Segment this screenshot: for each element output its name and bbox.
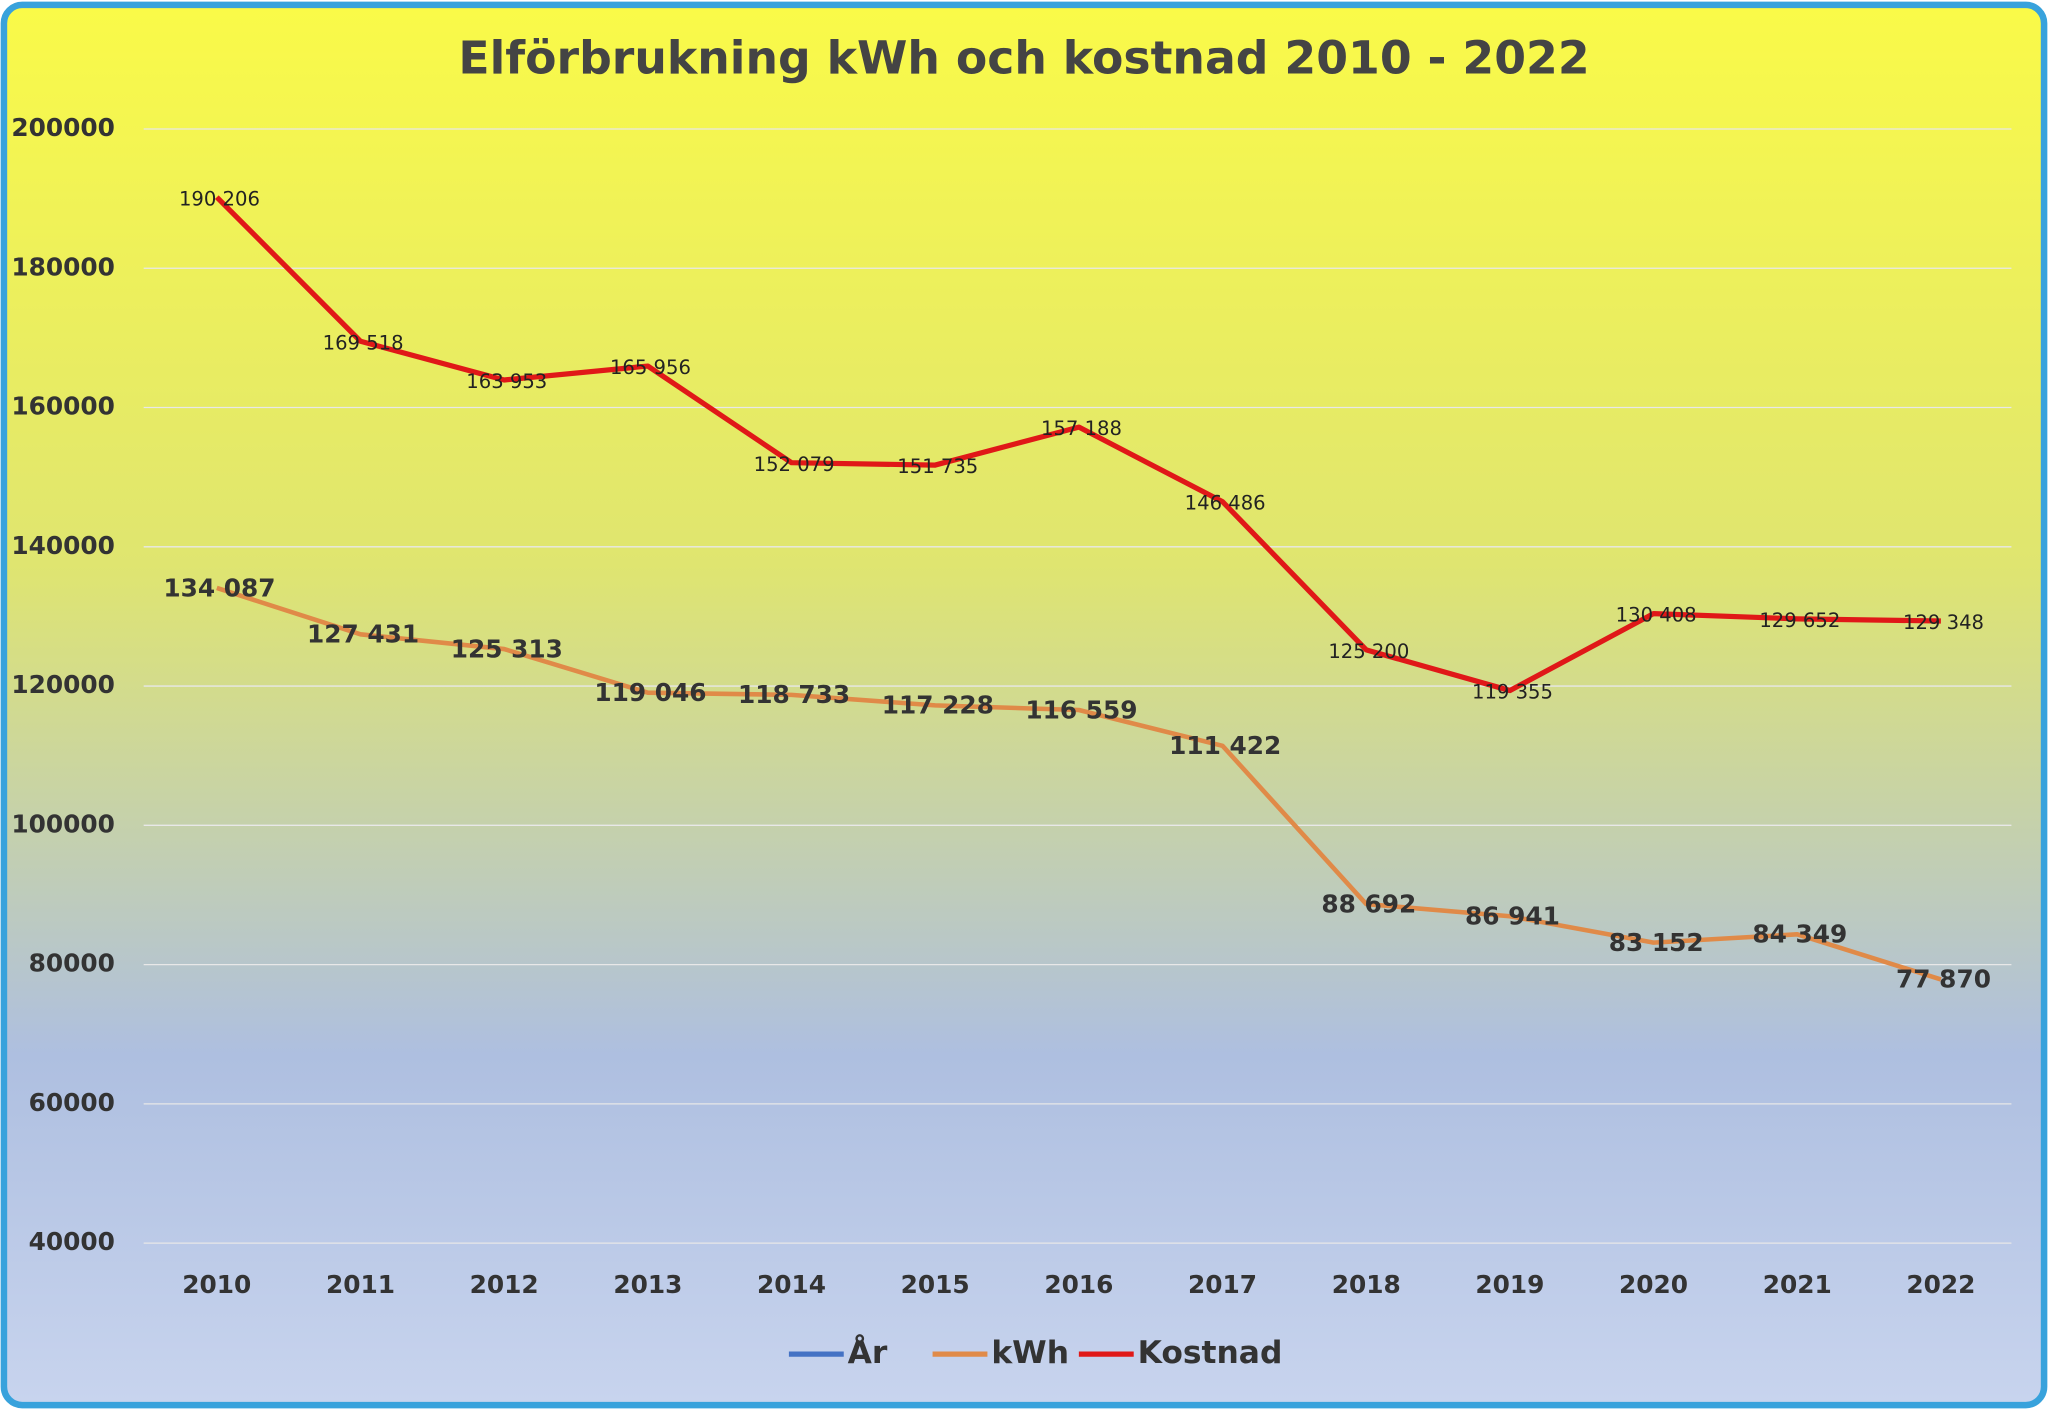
x-tick-label: 2015	[901, 1270, 970, 1299]
data-label: 83 152	[1609, 928, 1704, 957]
y-tick-label: 180000	[11, 252, 115, 281]
x-tick-label: 2019	[1475, 1270, 1544, 1299]
data-label: 134 087	[163, 573, 275, 602]
x-tick-label: 2022	[1906, 1270, 1975, 1299]
y-tick-label: 200000	[11, 113, 115, 142]
data-label: 117 228	[882, 691, 994, 720]
y-tick-label: 80000	[29, 949, 115, 978]
data-label: 169 518	[323, 331, 404, 354]
data-label: 116 559	[1025, 695, 1137, 724]
data-label: 129 652	[1759, 609, 1840, 632]
data-label: 163 953	[466, 370, 547, 393]
chart-title: Elförbrukning kWh och kostnad 2010 - 202…	[458, 32, 1589, 85]
legend-label: kWh	[991, 1335, 1069, 1371]
data-label: 146 486	[1185, 492, 1266, 515]
data-label: 125 200	[1328, 640, 1409, 663]
x-tick-label: 2013	[613, 1270, 682, 1299]
y-tick-label: 160000	[11, 392, 115, 421]
x-tick-label: 2011	[326, 1270, 395, 1299]
x-tick-label: 2020	[1619, 1270, 1688, 1299]
data-label: 125 313	[451, 634, 563, 663]
data-label: 111 422	[1169, 731, 1281, 760]
x-tick-label: 2016	[1044, 1270, 1113, 1299]
data-label: 127 431	[307, 620, 419, 649]
data-label: 88 692	[1321, 889, 1416, 918]
x-tick-label: 2018	[1332, 1270, 1401, 1299]
data-label: 157 188	[1041, 417, 1122, 440]
data-label: 86 941	[1465, 902, 1560, 931]
data-label: 119 355	[1472, 681, 1553, 704]
data-label: 151 735	[897, 455, 978, 478]
y-tick-label: 60000	[29, 1088, 115, 1117]
x-tick-label: 2014	[757, 1270, 826, 1299]
y-tick-label: 100000	[11, 809, 115, 838]
y-tick-label: 140000	[11, 531, 115, 560]
data-label: 129 348	[1903, 611, 1984, 634]
series-line	[216, 585, 1942, 982]
x-tick-label: 2021	[1763, 1270, 1832, 1299]
data-label: 130 408	[1616, 604, 1697, 627]
x-tick-label: 2012	[470, 1270, 539, 1299]
legend-label: År	[848, 1333, 888, 1371]
data-label: 165 956	[610, 356, 691, 379]
data-label: 84 349	[1752, 920, 1847, 949]
x-tick-label: 2010	[182, 1270, 251, 1299]
data-label: 190 206	[179, 187, 260, 210]
data-label: 119 046	[594, 678, 706, 707]
data-label: 77 870	[1896, 965, 1991, 994]
x-tick-label: 2017	[1188, 1270, 1257, 1299]
y-tick-label: 40000	[29, 1227, 115, 1256]
y-tick-label: 120000	[11, 670, 115, 699]
legend-label: Kostnad	[1138, 1335, 1283, 1371]
series-line	[214, 195, 1941, 694]
data-label: 118 733	[738, 680, 850, 709]
data-label: 152 079	[754, 453, 835, 476]
